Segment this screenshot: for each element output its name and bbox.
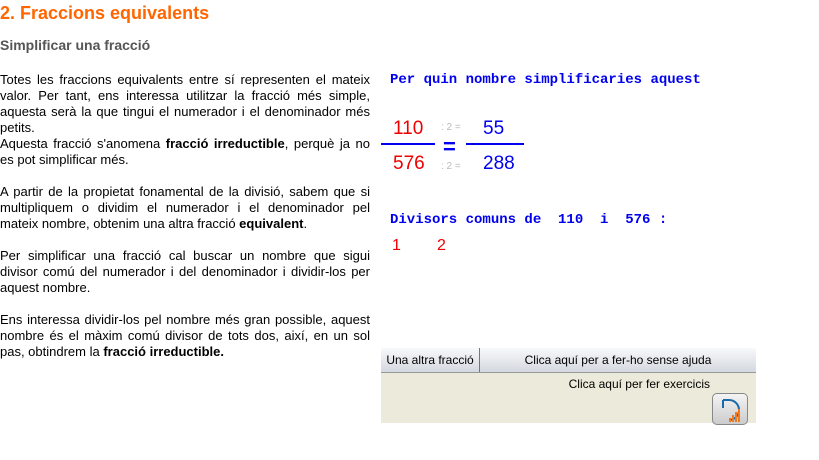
paragraph: Per simplificar una fracció cal buscar u…	[0, 248, 370, 296]
fraction-bar	[381, 143, 435, 145]
bold-term: fracció irreductible.	[103, 344, 224, 359]
paragraph: A partir de la propietat fonamental de l…	[0, 184, 370, 232]
explanation-text: Totes les fraccions equivalents entre sí…	[0, 72, 370, 376]
exercises-link[interactable]: Clica aquí per fer exercicis	[568, 377, 710, 391]
numerator: 110	[393, 118, 424, 139]
divisor: 1	[392, 237, 401, 254]
fraction-bar	[466, 143, 524, 145]
equals-sign: =	[443, 134, 456, 159]
denominator: 576	[393, 153, 425, 174]
divide-operation: : 2 =	[441, 122, 461, 133]
text: Ens interessa dividir-los pel nombre més…	[0, 312, 370, 359]
divisor: 2	[437, 237, 446, 254]
section-subtitle: Simplificar una fracció	[0, 37, 151, 53]
divide-operation: : 2 =	[441, 161, 461, 172]
text: A partir de la propietat fonamental de l…	[0, 184, 370, 231]
text: , perquè ja no es pot simplificar més.	[0, 136, 370, 167]
bold-term: equivalent	[239, 216, 304, 231]
result-numerator[interactable]: 55	[483, 118, 505, 139]
paragraph: Ens interessa dividir-los pel nombre més…	[0, 312, 370, 360]
page-title: 2. Fraccions equivalents	[0, 3, 210, 23]
result-denominator[interactable]: 288	[483, 153, 515, 174]
text: Aquesta fracció s'anomena	[0, 136, 166, 151]
divisors-label: Divisors comuns de 110 i 576 :	[390, 212, 668, 228]
another-fraction-button[interactable]: Una altra fracció	[381, 348, 480, 372]
action-panel: Una altra fracció Clica aquí per a fer-h…	[381, 348, 756, 425]
solve-without-help-button[interactable]: Clica aquí per a fer-ho sense ajuda	[480, 348, 756, 372]
question: Per quin nombre simplificaries aquest	[390, 72, 701, 88]
exercises-icon[interactable]	[712, 393, 748, 425]
text: .	[303, 216, 308, 231]
text: Per simplificar una fracció cal buscar u…	[0, 248, 370, 295]
bold-term: fracció irreductible	[165, 136, 285, 151]
paragraph: Totes les fraccions equivalents entre sí…	[0, 72, 370, 168]
text: Totes les fraccions equivalents entre sí…	[0, 72, 370, 135]
